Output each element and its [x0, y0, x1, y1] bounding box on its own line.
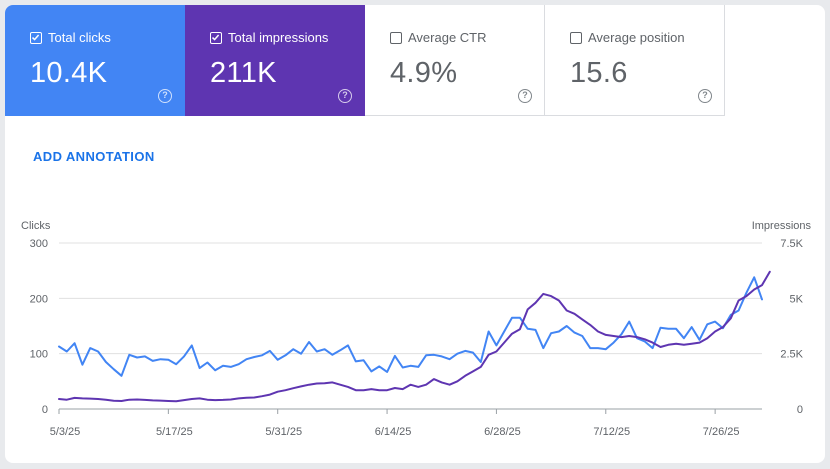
right-axis-tick-label: 7.5K — [780, 238, 803, 250]
x-axis-tick-label: 7/26/25 — [703, 426, 740, 438]
impressions-checkbox[interactable] — [210, 32, 222, 44]
impressions-series-line — [58, 270, 771, 403]
ctr-label: Average CTR — [408, 30, 487, 45]
ctr-checkbox[interactable] — [390, 32, 402, 44]
x-axis-tick-label: 5/17/25 — [156, 426, 193, 438]
check-icon — [31, 34, 40, 41]
performance-chart: 0 0 100 2.5K 200 5K 300 7.5K 5/3/25 5/17/25 5/31/2… — [30, 238, 804, 438]
add-annotation-button[interactable]: ADD ANNOTATION — [33, 149, 155, 164]
position-checkbox[interactable] — [570, 32, 582, 44]
check-icon — [211, 34, 220, 41]
clicks-series-line — [58, 276, 763, 377]
left-axis-tick-label: 300 — [30, 238, 48, 250]
x-axis-tick-label: 6/14/25 — [375, 426, 412, 438]
clicks-value: 10.4K — [30, 57, 108, 89]
left-axis-tick-label: 200 — [30, 293, 48, 305]
performance-card: Total clicks 10.4K ? Total impressions 2… — [5, 5, 825, 463]
right-axis-tick-label: 0 — [797, 404, 803, 416]
position-label: Average position — [588, 30, 685, 45]
help-icon[interactable]: ? — [158, 89, 172, 103]
ctr-value: 4.9% — [390, 57, 458, 89]
metric-tiles: Total clicks 10.4K ? Total impressions 2… — [5, 5, 725, 116]
help-icon[interactable]: ? — [698, 89, 712, 103]
x-axis-tick-label: 7/12/25 — [593, 426, 630, 438]
impressions-label: Total impressions — [228, 30, 329, 45]
impressions-value: 211K — [210, 57, 277, 89]
average-ctr-tile[interactable]: Average CTR 4.9% ? — [365, 5, 545, 116]
help-icon[interactable]: ? — [518, 89, 532, 103]
left-axis-title: Clicks — [21, 220, 51, 232]
right-axis-title: Impressions — [751, 220, 811, 232]
total-clicks-tile[interactable]: Total clicks 10.4K ? — [5, 5, 185, 116]
position-value: 15.6 — [570, 57, 628, 89]
clicks-label: Total clicks — [48, 30, 111, 45]
x-axis-tick-label: 5/3/25 — [50, 426, 81, 438]
clicks-checkbox[interactable] — [30, 32, 42, 44]
left-axis-tick-label: 100 — [30, 349, 48, 361]
right-axis-tick-label: 2.5K — [780, 349, 803, 361]
help-icon[interactable]: ? — [338, 89, 352, 103]
left-axis-tick-label: 0 — [42, 404, 48, 416]
x-axis-tick-label: 5/31/25 — [265, 426, 302, 438]
x-axis-tick-label: 6/28/25 — [484, 426, 521, 438]
average-position-tile[interactable]: Average position 15.6 ? — [545, 5, 725, 116]
total-impressions-tile[interactable]: Total impressions 211K ? — [185, 5, 365, 116]
right-axis-tick-label: 5K — [790, 293, 804, 305]
